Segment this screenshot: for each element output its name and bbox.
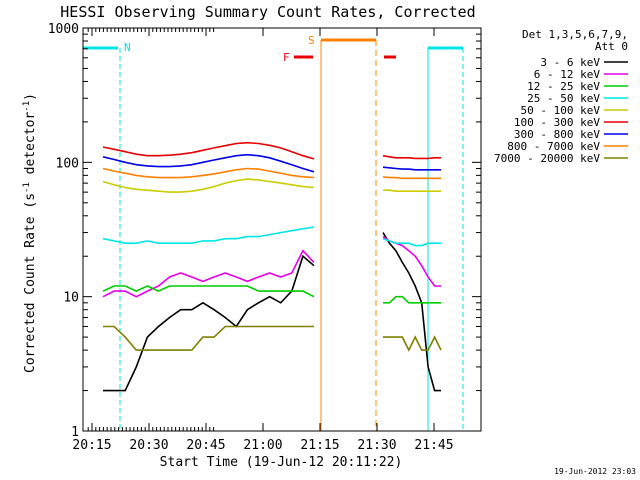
legend-title-2: Att 0 xyxy=(595,40,628,53)
y-tick-label: 10 xyxy=(63,291,79,306)
y-axis-label-end: ) xyxy=(23,93,38,101)
x-tick-label: 21:00 xyxy=(243,438,282,453)
y-axis-label-mid: detector xyxy=(23,112,38,183)
legend-label: 7000 - 20000 keV xyxy=(494,152,600,165)
y-axis-label-main: Corrected Count Rate (s xyxy=(23,193,38,373)
chart-title: HESSI Observing Summary Count Rates, Cor… xyxy=(60,3,475,21)
x-tick-label: 21:30 xyxy=(357,438,396,453)
series-line xyxy=(382,166,441,171)
y-tick-label: 1 xyxy=(71,425,79,440)
series-line xyxy=(102,167,315,179)
series-line xyxy=(103,325,314,351)
date-stamp: 19-Jun-2012 23:03 xyxy=(554,467,636,476)
night-flag-label: N xyxy=(124,41,131,54)
flare-flag-label: F xyxy=(283,51,290,64)
legend-label: 3 - 6 keV xyxy=(540,56,600,69)
plot-area: N S F xyxy=(83,34,464,431)
series-line xyxy=(383,295,441,304)
y-tick-label: 100 xyxy=(56,156,79,171)
series-line xyxy=(103,254,315,392)
y-axis: 1 10 100 1000 xyxy=(48,22,481,440)
legend-label: 6 - 12 keV xyxy=(534,68,601,81)
series-line xyxy=(102,226,315,244)
series-line xyxy=(102,178,315,193)
series-line xyxy=(383,335,442,352)
y-axis-label: Corrected Count Rate (s-1 detector-1) xyxy=(22,93,38,373)
plot-frame xyxy=(82,27,482,432)
legend-label: 800 - 7000 keV xyxy=(507,140,600,153)
legend-title-1: Det 1,3,5,6,7,9, xyxy=(522,28,628,41)
y-axis-label-sup2: -1 xyxy=(22,101,32,112)
series-line xyxy=(102,285,315,298)
series-line xyxy=(102,249,315,298)
series-line xyxy=(382,237,441,247)
y-axis-label-sup1: -1 xyxy=(22,182,32,193)
x-tick-label: 20:45 xyxy=(186,438,225,453)
legend-label: 25 - 50 keV xyxy=(527,92,600,105)
x-tick-label: 20:30 xyxy=(129,438,168,453)
saa-flag-label: S xyxy=(308,34,315,47)
x-tick-label: 21:15 xyxy=(300,438,339,453)
legend-label: 100 - 300 keV xyxy=(514,116,600,129)
series-line xyxy=(382,176,441,180)
series-line xyxy=(383,189,441,192)
legend-label: 12 - 25 keV xyxy=(527,80,600,93)
legend-label: 300 - 800 keV xyxy=(514,128,600,141)
y-tick-label: 1000 xyxy=(48,22,79,37)
x-tick-label: 20:15 xyxy=(72,438,111,453)
x-axis: 20:15 20:30 20:45 21:00 21:15 21:30 21:45 xyxy=(72,28,454,453)
x-tick-label: 21:45 xyxy=(414,438,453,453)
series-line xyxy=(382,154,441,160)
series-line xyxy=(382,232,441,392)
legend-label: 50 - 100 keV xyxy=(521,104,601,117)
series-line xyxy=(102,153,315,173)
series-line xyxy=(102,141,315,160)
x-axis-label: Start Time (19-Jun-12 20:11:22) xyxy=(160,455,403,470)
